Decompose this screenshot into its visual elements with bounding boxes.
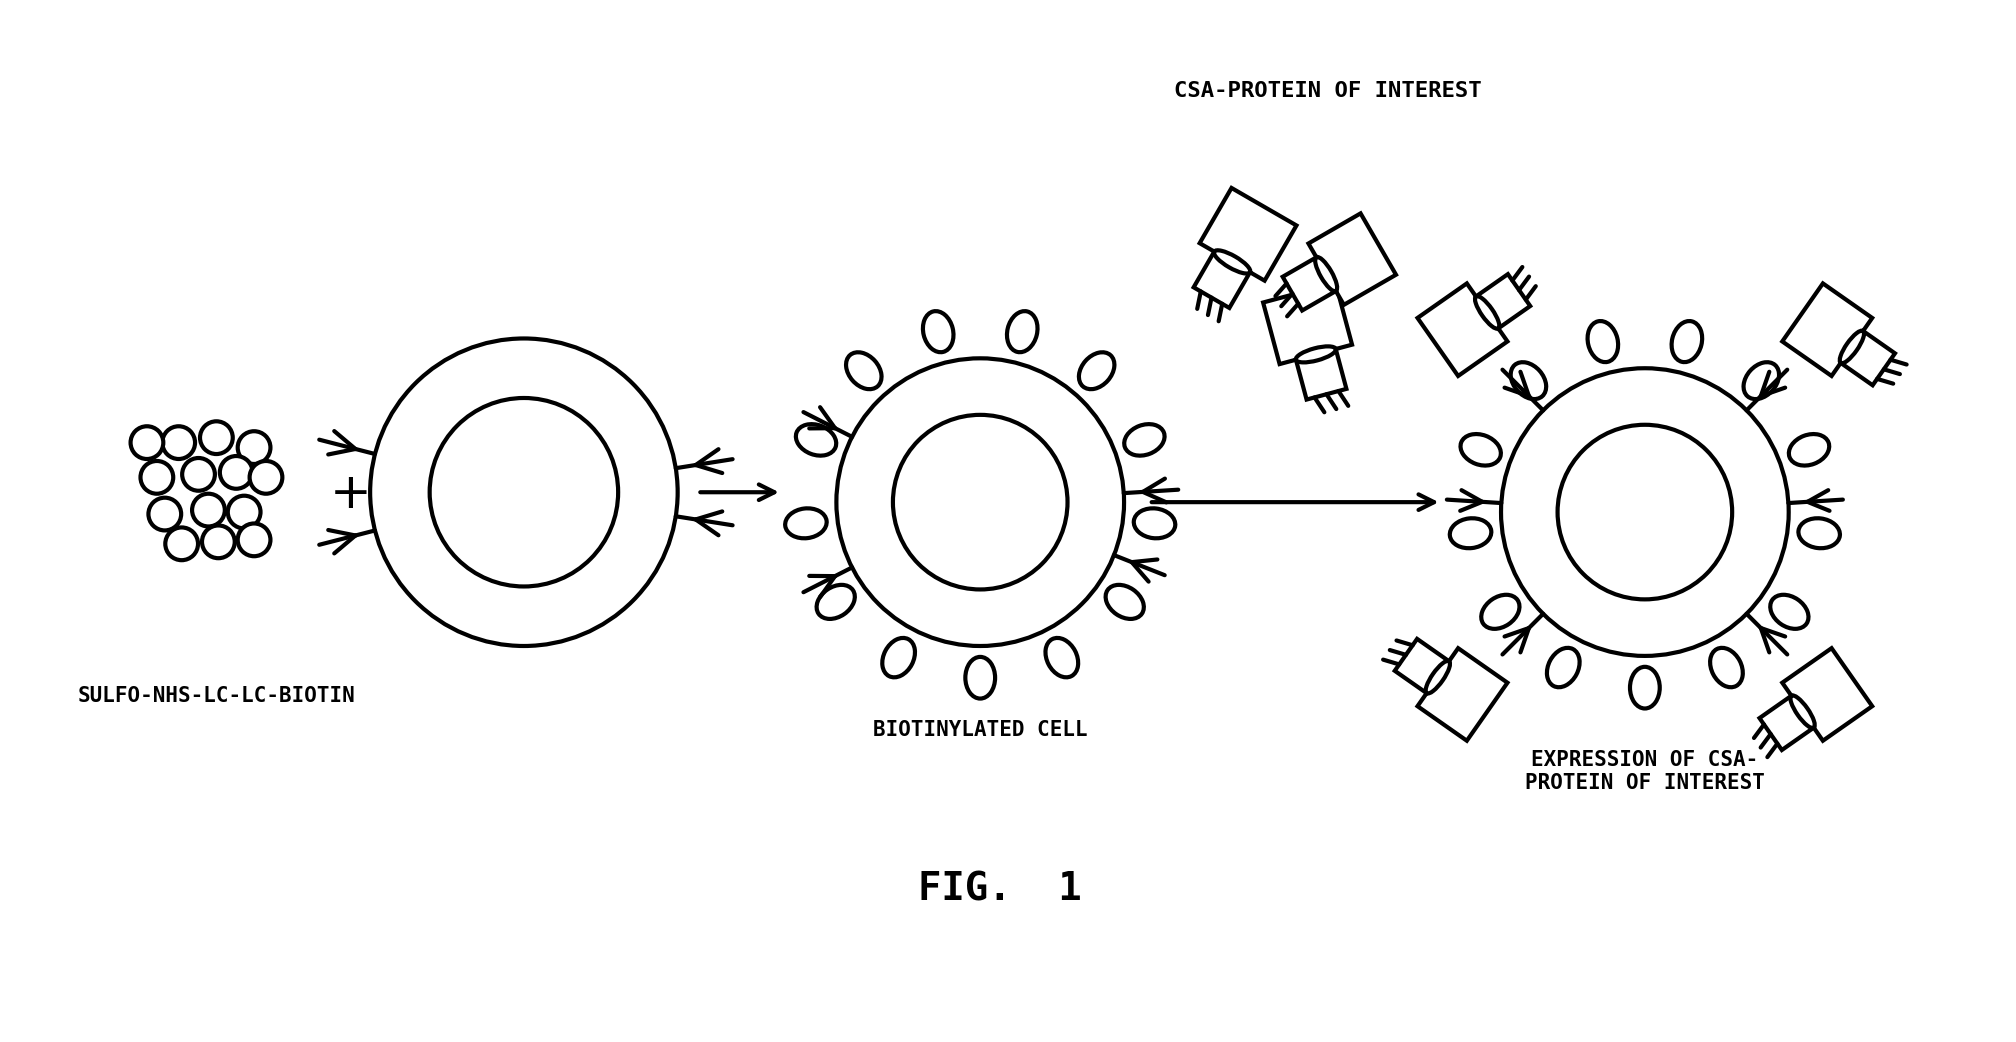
Ellipse shape <box>1079 352 1115 389</box>
Text: EXPRESSION OF CSA-
PROTEIN OF INTEREST: EXPRESSION OF CSA- PROTEIN OF INTEREST <box>1524 750 1764 793</box>
Circle shape <box>163 426 196 458</box>
Polygon shape <box>1417 283 1508 376</box>
Ellipse shape <box>816 585 855 619</box>
Text: BIOTINYLATED CELL: BIOTINYLATED CELL <box>873 720 1087 741</box>
Ellipse shape <box>1510 363 1546 399</box>
Ellipse shape <box>1482 595 1520 628</box>
Circle shape <box>429 398 619 587</box>
Polygon shape <box>1760 696 1814 750</box>
Ellipse shape <box>847 352 881 389</box>
Circle shape <box>192 494 226 526</box>
Ellipse shape <box>1214 250 1250 274</box>
Circle shape <box>238 431 270 464</box>
Circle shape <box>1558 425 1732 599</box>
Ellipse shape <box>1314 257 1337 292</box>
Ellipse shape <box>1770 595 1808 628</box>
Polygon shape <box>1264 283 1353 364</box>
Ellipse shape <box>1790 695 1814 728</box>
Polygon shape <box>1193 251 1250 308</box>
Polygon shape <box>1476 274 1530 328</box>
Ellipse shape <box>1671 321 1702 363</box>
Polygon shape <box>1395 639 1450 693</box>
Ellipse shape <box>1631 667 1659 709</box>
Ellipse shape <box>923 312 954 352</box>
Circle shape <box>220 456 252 489</box>
Polygon shape <box>1308 214 1395 305</box>
Polygon shape <box>1417 648 1508 741</box>
Ellipse shape <box>1046 638 1079 677</box>
Ellipse shape <box>784 508 827 539</box>
Circle shape <box>371 339 677 646</box>
Circle shape <box>893 415 1068 590</box>
Circle shape <box>181 458 216 491</box>
Ellipse shape <box>1105 585 1143 619</box>
Circle shape <box>228 496 260 528</box>
Circle shape <box>131 426 163 458</box>
Circle shape <box>250 461 282 494</box>
Circle shape <box>837 358 1125 646</box>
Ellipse shape <box>1798 518 1841 548</box>
Ellipse shape <box>1006 312 1038 352</box>
Polygon shape <box>1296 349 1347 399</box>
Circle shape <box>149 498 181 530</box>
Ellipse shape <box>1133 508 1175 539</box>
Ellipse shape <box>1425 661 1450 694</box>
Polygon shape <box>1282 257 1337 311</box>
Polygon shape <box>1782 283 1873 376</box>
Ellipse shape <box>1841 330 1865 364</box>
Polygon shape <box>1200 188 1296 280</box>
Ellipse shape <box>1744 363 1778 399</box>
Text: FIG.  1: FIG. 1 <box>917 870 1083 908</box>
Text: +: + <box>329 470 371 518</box>
Polygon shape <box>1782 648 1873 741</box>
Text: SULFO-NHS-LC-LC-BIOTIN: SULFO-NHS-LC-LC-BIOTIN <box>77 686 355 705</box>
Circle shape <box>165 527 198 561</box>
Ellipse shape <box>1546 648 1581 688</box>
Circle shape <box>141 461 173 494</box>
Circle shape <box>1502 368 1788 655</box>
Ellipse shape <box>1450 518 1492 548</box>
Ellipse shape <box>1587 321 1619 363</box>
Ellipse shape <box>1788 435 1829 466</box>
Ellipse shape <box>1125 424 1165 455</box>
Ellipse shape <box>966 656 996 698</box>
Ellipse shape <box>1460 435 1500 466</box>
Circle shape <box>202 525 234 559</box>
Ellipse shape <box>1296 346 1337 363</box>
Text: CSA-PROTEIN OF INTEREST: CSA-PROTEIN OF INTEREST <box>1173 80 1482 100</box>
Ellipse shape <box>1710 648 1742 688</box>
Circle shape <box>200 421 232 454</box>
Ellipse shape <box>796 424 837 455</box>
Circle shape <box>238 523 270 556</box>
Ellipse shape <box>883 638 915 677</box>
Polygon shape <box>1841 331 1895 386</box>
Ellipse shape <box>1476 296 1500 328</box>
